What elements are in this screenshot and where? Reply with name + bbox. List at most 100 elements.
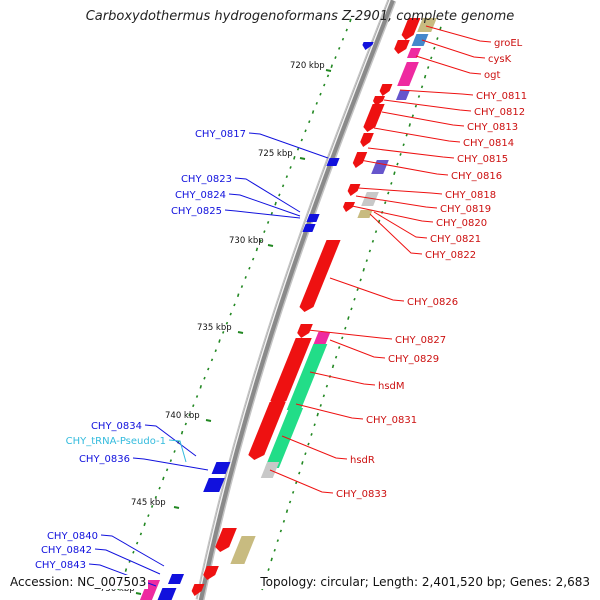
- gc-dot-outer: [296, 147, 300, 151]
- gc-dot-outer: [293, 156, 296, 160]
- gc-dot-outer: [180, 430, 184, 435]
- gene-label-right: hsdR: [350, 455, 375, 466]
- gene-label-right: CHY_0821: [430, 234, 481, 245]
- gene-chy0834: [211, 462, 231, 474]
- gc-dot-outer: [285, 175, 289, 179]
- right-leader: [383, 99, 472, 112]
- gc-dot-inner: [374, 230, 378, 234]
- gc-dot-outer: [139, 532, 143, 536]
- gene-chy0823: [306, 214, 320, 222]
- gc-dot-outer: [259, 239, 262, 243]
- gene-chy0814: [360, 133, 374, 147]
- gc-dot-inner: [368, 249, 372, 253]
- gene-block-steel: [411, 34, 429, 46]
- tick-label: 750 kbp: [100, 584, 135, 594]
- gc-dot-outer: [323, 83, 326, 87]
- left-leader: [248, 132, 329, 159]
- gene-chy0812: [373, 96, 386, 106]
- gc-dot-inner: [411, 114, 415, 118]
- gc-dot-inner: [331, 364, 335, 369]
- gc-dot-outer: [184, 422, 187, 426]
- gc-dot-inner: [387, 191, 390, 195]
- gene-chy0825: [302, 224, 316, 232]
- gene-block-magenta-2: [313, 332, 331, 344]
- gc-dot-outer: [229, 312, 232, 316]
- trna-label-left: CHY_tRNA-Pseudo-1: [66, 436, 166, 447]
- backbone-arc: [197, 0, 395, 600]
- gc-dot-inner: [414, 104, 418, 108]
- gc-dot-outer: [169, 459, 173, 463]
- gc-dot-inner: [408, 123, 411, 127]
- right-leader: [351, 205, 434, 223]
- right-leader: [381, 111, 465, 127]
- gc-dot-inner: [350, 307, 353, 311]
- gc-dot-inner: [436, 37, 439, 40]
- gc-dot-outer: [135, 541, 139, 545]
- gc-dot-outer: [338, 46, 341, 50]
- gc-dot-inner: [322, 394, 326, 398]
- gc-dot-inner: [423, 74, 427, 79]
- gene-block-purple: [395, 90, 411, 100]
- gc-dot-outer: [147, 514, 150, 518]
- right-leader: [357, 187, 443, 195]
- right-leader: [355, 195, 438, 209]
- gc-dot-inner: [304, 452, 307, 456]
- gc-dot-inner: [276, 539, 279, 543]
- gc-dot-outer: [300, 138, 303, 142]
- gc-dot-outer: [330, 64, 333, 69]
- right-leader: [269, 469, 334, 494]
- label-leader-lines: [88, 25, 492, 587]
- gc-dot-outer: [154, 495, 158, 499]
- gc-dot-inner: [307, 442, 310, 446]
- gene-label-right: CHY_0811: [476, 91, 527, 102]
- gene-label-right: CHY_0820: [436, 218, 487, 229]
- gc-dot-outer: [210, 358, 214, 362]
- gc-dot-outer: [244, 276, 247, 279]
- left-leader: [168, 439, 187, 463]
- gc-dot-outer: [251, 257, 255, 261]
- left-leader: [234, 177, 301, 213]
- right-leader: [421, 39, 486, 59]
- left-leader: [94, 548, 161, 575]
- gc-dot-inner: [337, 346, 341, 349]
- gc-dot-inner: [282, 519, 286, 523]
- gc-dot-inner: [433, 46, 436, 50]
- gc-dot-inner: [384, 201, 387, 205]
- gene-chy0826: [299, 240, 341, 312]
- gc-dot-outer: [192, 404, 195, 408]
- gene-block-grey: [361, 192, 379, 206]
- gc-dot-outer: [225, 321, 229, 325]
- gc-dot-inner: [301, 461, 304, 465]
- gc-dot-inner: [417, 95, 421, 98]
- gc-dot-outer: [199, 385, 202, 389]
- gc-dot-inner: [319, 404, 322, 407]
- gc-dot-inner: [310, 433, 313, 436]
- gc-dot-inner: [405, 133, 408, 137]
- gene-chy0840: [167, 574, 185, 584]
- map-title: Carboxydothermus hydrogenoformans Z-2901…: [85, 9, 515, 24]
- gene-label-right: CHY_0833: [336, 489, 387, 500]
- right-leader: [425, 25, 492, 43]
- gene-label-right: CHY_0812: [474, 107, 525, 118]
- right-leader: [373, 211, 428, 239]
- gene-label-right: CHY_0822: [425, 250, 476, 261]
- right-leader: [369, 213, 423, 255]
- gene-label-left: CHY_0825: [171, 206, 222, 217]
- gene-label-left: CHY_0836: [79, 454, 130, 465]
- gene-label-right: CHY_0829: [388, 354, 439, 365]
- gene-label-left: CHY_0840: [47, 531, 98, 542]
- gene-block-khaki-3: [230, 536, 256, 564]
- gene-chy0811: [379, 84, 393, 96]
- gc-dot-outer: [248, 266, 251, 270]
- genome-backbone: [195, 0, 397, 600]
- gc-dot-inner: [334, 355, 338, 359]
- tick-mark: [325, 69, 332, 72]
- gc-dot-outer: [195, 395, 199, 398]
- right-leader: [399, 89, 474, 96]
- gc-dot-outer: [308, 120, 311, 124]
- gene-chy0843: [157, 588, 177, 600]
- left-leader: [132, 457, 209, 471]
- gene-hsdm: [270, 338, 312, 406]
- gc-dot-inner: [298, 471, 301, 475]
- gc-dot-inner: [420, 85, 424, 89]
